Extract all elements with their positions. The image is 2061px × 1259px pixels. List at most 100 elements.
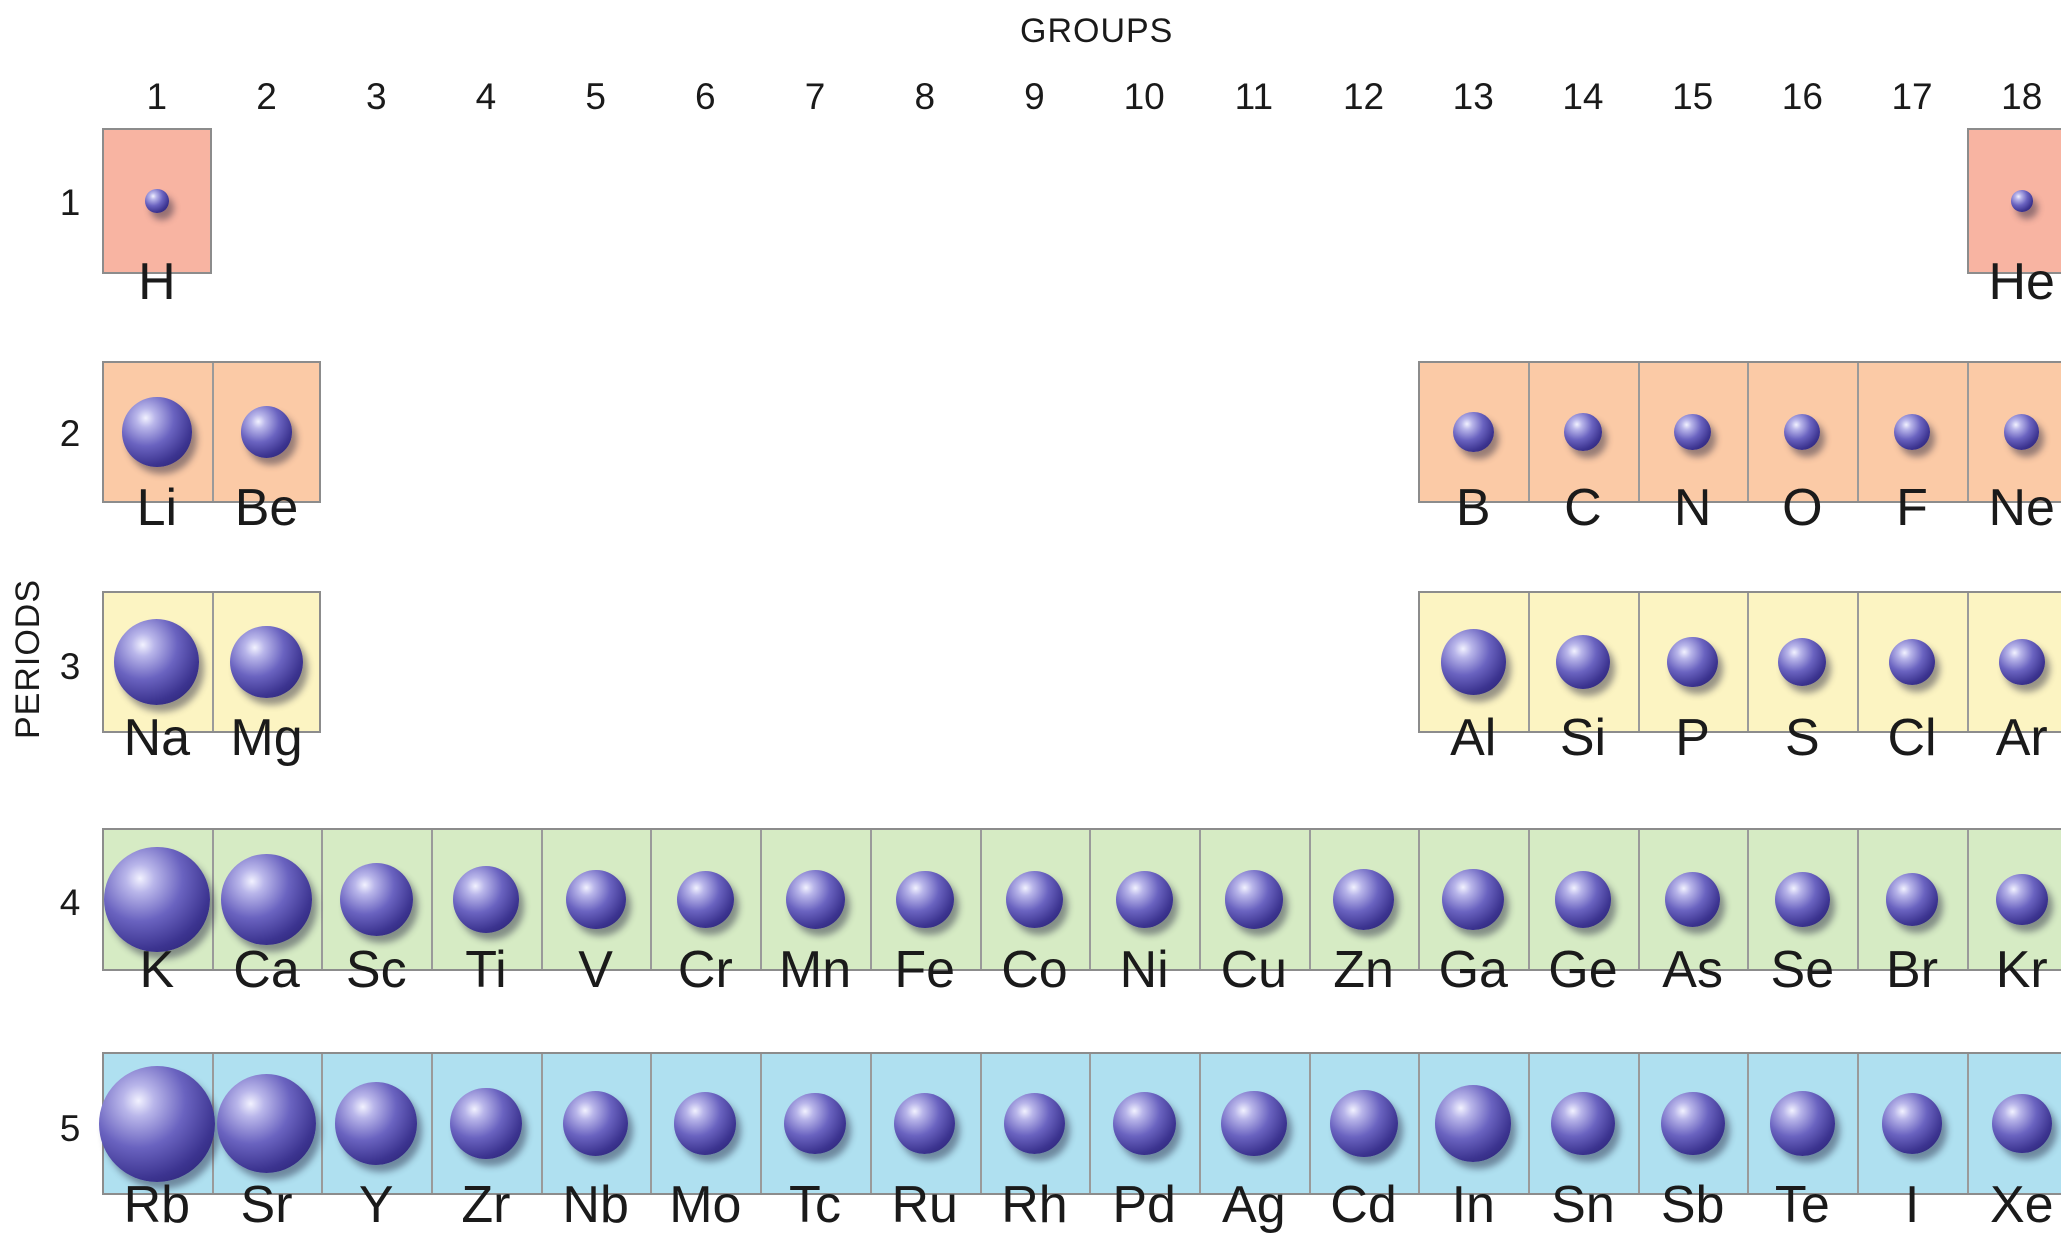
element-symbol: Cl	[1887, 709, 1937, 767]
atom-sphere	[98, 1065, 215, 1182]
element-symbol: Zr	[461, 1176, 511, 1234]
element-cell-se	[1750, 830, 1860, 969]
atom-sphere	[1774, 872, 1830, 927]
element-symbol: Cu	[1220, 941, 1288, 999]
atom-sphere	[785, 869, 845, 930]
period-3-block	[102, 591, 322, 733]
element-symbol: Te	[1774, 1176, 1830, 1234]
element-symbol: F	[1896, 479, 1928, 537]
group-number: 5	[585, 76, 606, 117]
atom-sphere	[1888, 638, 1936, 686]
element-cell-ga	[1420, 830, 1531, 969]
atom-sphere	[230, 625, 304, 699]
atom-sphere	[1221, 1090, 1287, 1157]
element-cell-xe	[1969, 1054, 2061, 1193]
atom-sphere	[240, 406, 293, 458]
period-2-block	[1418, 361, 2061, 503]
group-number: 16	[1781, 76, 1823, 117]
atom-sphere	[114, 619, 200, 705]
element-cell-na	[104, 593, 214, 731]
element-cell-te	[1750, 1054, 1860, 1193]
element-symbol: In	[1451, 1176, 1495, 1234]
period-2-block	[102, 361, 322, 503]
group-number: 10	[1123, 76, 1165, 117]
period-5-block	[98, 1052, 2061, 1195]
atom-sphere	[1005, 870, 1064, 929]
element-symbol: C	[1564, 479, 1602, 537]
element-symbol: Y	[358, 1176, 394, 1234]
atom-sphere	[1991, 1093, 2052, 1154]
atom-sphere	[1885, 873, 1939, 926]
element-cell-ti	[433, 830, 543, 969]
atom-sphere	[676, 870, 734, 929]
atom-sphere	[1555, 634, 1611, 690]
atom-sphere	[104, 846, 210, 953]
group-number: 18	[2001, 76, 2043, 117]
element-cell-p	[1640, 593, 1750, 731]
element-symbol: Si	[1559, 709, 1607, 767]
atom-sphere	[565, 869, 626, 930]
element-cell-co	[982, 830, 1092, 969]
element-symbol: K	[139, 941, 175, 999]
element-cell-sr	[214, 1054, 324, 1193]
period-1-block	[1966, 128, 2061, 274]
atom-sphere	[1784, 413, 1821, 451]
element-symbol: Ge	[1548, 941, 1618, 999]
atom-sphere	[1665, 871, 1721, 928]
element-cell-cd	[1311, 1054, 1421, 1193]
element-cell-kr	[1969, 830, 2061, 969]
element-symbol: Li	[136, 479, 178, 537]
atom-sphere	[1442, 868, 1505, 931]
atom-sphere	[452, 866, 520, 933]
atom-sphere	[563, 1090, 629, 1157]
element-symbol: O	[1782, 479, 1823, 537]
group-number: 8	[914, 76, 936, 117]
element-cell-rb	[98, 1054, 215, 1193]
element-symbol: H	[138, 253, 176, 311]
element-symbol: V	[578, 941, 613, 999]
element-cell-cu	[1201, 830, 1311, 969]
atom-sphere	[145, 189, 169, 213]
element-cell-mo	[653, 1054, 763, 1193]
element-symbol: Ne	[1988, 479, 2055, 537]
element-symbol: Rh	[1001, 1176, 1068, 1234]
group-number: 13	[1452, 76, 1494, 117]
element-symbol: Ga	[1438, 941, 1508, 999]
groups-title: GROUPS	[1020, 12, 1174, 50]
atom-sphere	[894, 1092, 956, 1155]
atom-sphere	[1329, 1089, 1398, 1158]
element-cell-cr	[653, 830, 763, 969]
group-number: 9	[1024, 76, 1045, 117]
period-3-block	[1418, 591, 2061, 733]
element-symbol: S	[1785, 709, 1820, 767]
atom-sphere	[1660, 1091, 1725, 1156]
atom-sphere	[221, 854, 312, 945]
atom-sphere	[1115, 871, 1173, 928]
period-number: 1	[59, 182, 81, 223]
element-symbol: Ru	[891, 1176, 958, 1234]
element-symbol: Sb	[1660, 1176, 1725, 1234]
element-symbol: Se	[1770, 941, 1835, 999]
element-symbol: Mo	[669, 1176, 742, 1234]
element-cell-f	[1859, 363, 1969, 501]
element-cell-rh	[982, 1054, 1092, 1193]
group-number: 17	[1891, 76, 1933, 117]
group-number: 15	[1672, 76, 1714, 117]
element-cell-b	[1420, 363, 1531, 501]
element-cell-n	[1640, 363, 1750, 501]
element-cell-sb	[1640, 1054, 1750, 1193]
element-cell-k	[104, 830, 214, 969]
group-number: 3	[365, 76, 387, 117]
atom-sphere	[339, 863, 413, 936]
element-cell-ag	[1201, 1054, 1311, 1193]
element-cell-pd	[1091, 1054, 1201, 1193]
element-symbol: Ag	[1222, 1176, 1286, 1234]
periods-title: PERIODS	[9, 578, 47, 739]
atom-sphere	[122, 397, 192, 467]
element-cell-tc	[762, 1054, 872, 1193]
element-cell-ar	[1969, 593, 2061, 731]
element-symbol: Xe	[1989, 1176, 2054, 1234]
atom-sphere	[1778, 637, 1827, 686]
element-symbol: He	[1988, 253, 2055, 311]
atom-sphere	[2010, 190, 2033, 212]
